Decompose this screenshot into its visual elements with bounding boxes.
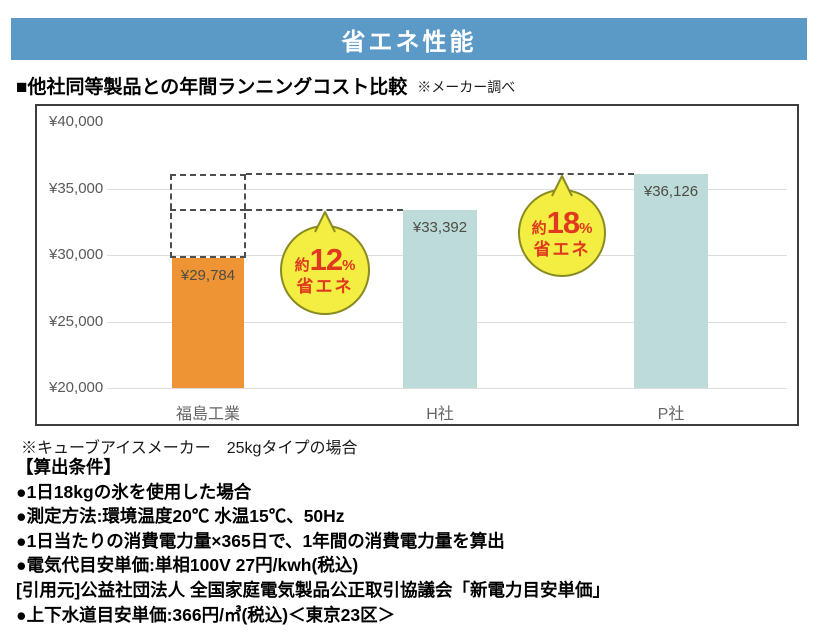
bar-福島工業	[172, 257, 244, 388]
bubble-percent: 18	[546, 204, 580, 240]
conditions-heading: 【算出条件】	[16, 457, 121, 477]
condition-line: ●測定方法:環境温度20℃ 水温15℃、50Hz	[16, 506, 345, 527]
condition-line: [引用元]公益社団法人 全国家庭電気製品公正取引協議会「新電力目安単価」	[16, 579, 611, 600]
page-header: 省エネ性能	[11, 18, 807, 60]
page-title: 省エネ性能	[341, 28, 477, 56]
bubble-percent-line: 約 12%	[294, 241, 356, 277]
x-axis-category-label: 福島工業	[175, 406, 240, 423]
dashed-guide-line-h	[246, 208, 403, 211]
bar-P社	[634, 173, 708, 388]
y-axis-tick-label: ¥35,000	[49, 179, 104, 197]
bubble-unit: %	[579, 219, 593, 237]
bubble-label: 省エネ	[533, 240, 591, 260]
bubble-prefix: 約	[531, 219, 547, 237]
bubble-tail	[311, 209, 339, 238]
bubble-unit: %	[342, 256, 356, 274]
comparison-dashed-midline	[170, 208, 246, 211]
y-axis-tick-label: ¥20,000	[49, 379, 104, 396]
bar-value-label: ¥36,126	[643, 182, 699, 200]
condition-line: ●上下水道目安単価:366円/㎥(税込)＜東京23区＞	[16, 604, 396, 625]
bar-value-label: ¥33,392	[412, 218, 468, 236]
condition-line: ●1日当たりの消費電力量×365日で、1年間の消費電力量を算出	[16, 530, 505, 551]
y-axis-tick-label: ¥25,000	[49, 312, 104, 330]
chart-gridline	[107, 388, 787, 389]
running-cost-bar-chart: ¥40,000 ¥35,000 ¥30,000 ¥25,000 ¥20,000 ¥29,7…	[35, 104, 799, 426]
bar-H社	[403, 209, 477, 388]
y-axis-tick-label: ¥30,000	[49, 246, 104, 263]
x-axis-category-label: H社	[426, 406, 454, 423]
section-title: ■他社同等製品との年間ランニングコスト比較 ※メーカー調べ	[16, 72, 515, 99]
bubble-percent-line: 約 18%	[531, 204, 593, 240]
bar-value-label: ¥29,784	[180, 266, 236, 284]
x-axis-category-label: P社	[657, 406, 685, 423]
section-title-note: ※メーカー調べ	[417, 79, 516, 95]
chart-footnote: ※キューブアイスメーカー 25kgタイプの場合	[21, 440, 358, 457]
bubble-tail	[548, 173, 576, 202]
comparison-dashed-box	[170, 173, 246, 258]
conditions-block: 【算出条件】 ●1日18kgの氷を使用した場合 ●測定方法:環境温度20℃ 水温1…	[16, 455, 610, 627]
dashed-guide-line-p	[246, 172, 634, 175]
bubble-label: 省エネ	[296, 277, 354, 297]
condition-line: ●1日18kgの氷を使用した場合	[16, 481, 252, 502]
savings-bubble-18pct: 約 18% 省エネ	[518, 189, 606, 277]
conditions-lines: ●1日18kgの氷を使用した場合 ●測定方法:環境温度20℃ 水温15℃、50Hz…	[16, 480, 610, 628]
chart-gridline	[107, 188, 787, 190]
condition-line: ●電気代目安単価:単相100V 27円/kwh(税込)	[16, 555, 359, 576]
section-title-text: ■他社同等製品との年間ランニングコスト比較	[16, 77, 408, 98]
savings-bubble-12pct: 約 12% 省エネ	[280, 225, 370, 315]
y-axis-tick-label: ¥40,000	[49, 113, 104, 130]
bubble-percent: 12	[309, 241, 343, 277]
bubble-prefix: 約	[294, 256, 310, 274]
